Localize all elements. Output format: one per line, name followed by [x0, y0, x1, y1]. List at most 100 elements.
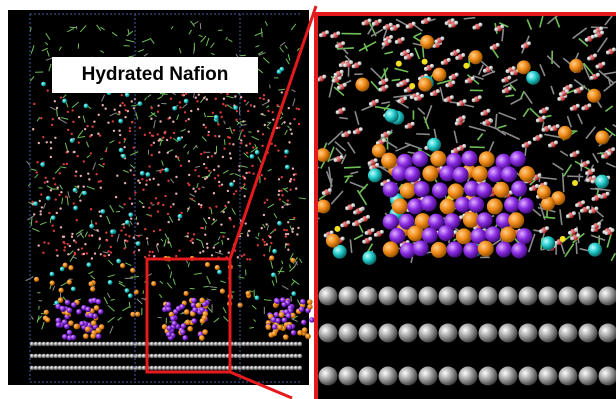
polymer-bond	[248, 290, 254, 293]
water-atom	[204, 177, 207, 181]
substrate-atom	[153, 365, 159, 371]
water-hydrogen	[478, 22, 483, 27]
cation-atom	[362, 250, 377, 265]
water-atom	[297, 226, 300, 230]
polymer-bond	[124, 241, 127, 249]
cation-atom	[183, 98, 189, 104]
polymer-bond	[169, 271, 173, 279]
polymer-bond	[472, 75, 484, 80]
zoom-connector-lines	[228, 5, 318, 399]
water-atom	[77, 185, 80, 188]
polymer-bond	[26, 160, 31, 166]
water-atom	[242, 120, 245, 123]
water-atom	[292, 173, 296, 176]
water-hydrogen	[587, 103, 592, 108]
water-hydrogen	[423, 66, 428, 71]
substrate-atom	[81, 341, 87, 347]
water-atom	[93, 252, 97, 255]
polymer-bond	[290, 23, 297, 31]
purple-ion	[299, 298, 306, 305]
purple-ion	[92, 313, 98, 319]
orange-ion	[290, 312, 296, 319]
polymer-bond	[36, 315, 40, 323]
water-hydrogen	[403, 88, 408, 93]
polymer-bond	[189, 193, 196, 197]
orange-ion	[202, 329, 208, 335]
water-atom	[204, 126, 208, 129]
water-atom	[40, 193, 43, 196]
water-atom	[130, 100, 133, 103]
substrate-atom	[233, 353, 239, 359]
substrate-atom	[29, 365, 35, 371]
water-hydrogen	[329, 230, 334, 235]
water-atom	[228, 142, 231, 145]
substrate-atom	[257, 353, 263, 359]
water-atom	[267, 99, 270, 102]
water-atom	[97, 113, 100, 117]
water-hydrogen	[597, 193, 602, 198]
polymer-bond	[423, 116, 430, 130]
water-hydrogen	[590, 179, 595, 184]
water-hydrogen	[581, 200, 586, 205]
water-atom	[63, 249, 66, 252]
water-atom	[212, 192, 216, 195]
purple-ion	[382, 213, 399, 230]
purple-ion	[166, 325, 173, 331]
water-atom	[261, 238, 265, 241]
water-atom	[82, 160, 85, 163]
water-hydrogen	[337, 75, 342, 80]
water-atom	[109, 251, 113, 254]
substrate-atom	[289, 353, 295, 359]
water-atom	[72, 202, 75, 205]
water-hydrogen	[539, 229, 544, 234]
substrate-atom	[338, 286, 358, 306]
water-atom	[263, 240, 266, 244]
water-hydrogen	[371, 21, 376, 26]
water-hydrogen	[571, 211, 576, 216]
purple-ion	[511, 242, 528, 259]
polymer-bond	[38, 305, 40, 310]
orange-ion	[516, 60, 531, 75]
polymer-bond	[161, 160, 164, 166]
water-atom	[33, 213, 36, 216]
purple-ion	[59, 305, 66, 312]
polymer-bond	[118, 282, 126, 288]
water-hydrogen	[403, 96, 408, 101]
water-atom	[121, 101, 124, 105]
purple-ion	[382, 181, 399, 198]
orange-ion	[569, 58, 584, 73]
polymer-bond	[334, 141, 347, 152]
water-atom	[76, 154, 79, 158]
water-hydrogen	[511, 66, 516, 71]
water-atom	[235, 189, 238, 193]
polymer-bond	[522, 108, 530, 118]
water-hydrogen	[381, 138, 386, 143]
polymer-bond	[182, 103, 188, 109]
water-atom	[66, 242, 69, 246]
water-hydrogen	[579, 86, 584, 91]
orange-ion	[184, 319, 191, 326]
polymer-bond	[85, 141, 90, 148]
water-hydrogen	[597, 221, 602, 226]
substrate-atom	[37, 353, 43, 359]
water-hydrogen	[384, 84, 389, 89]
cation-atom	[176, 136, 182, 142]
polymer-bond	[239, 54, 246, 57]
polymer-bond	[32, 228, 40, 232]
polymer-bond	[596, 37, 608, 53]
orange-ion	[45, 317, 51, 323]
water-atom	[55, 249, 58, 252]
polymer-bond	[469, 146, 485, 149]
orange-ion	[237, 302, 243, 308]
water-atom	[124, 233, 128, 236]
cation-atom	[100, 209, 106, 214]
substrate-atom	[133, 365, 139, 371]
substrate-atom	[173, 341, 179, 347]
substrate-atom	[193, 353, 199, 359]
substrate-atom	[169, 353, 175, 359]
substrate-atom	[97, 365, 103, 371]
water-hydrogen	[403, 55, 408, 60]
polymer-bond	[157, 316, 162, 319]
water-atom	[51, 118, 55, 121]
orange-ion	[587, 88, 602, 103]
